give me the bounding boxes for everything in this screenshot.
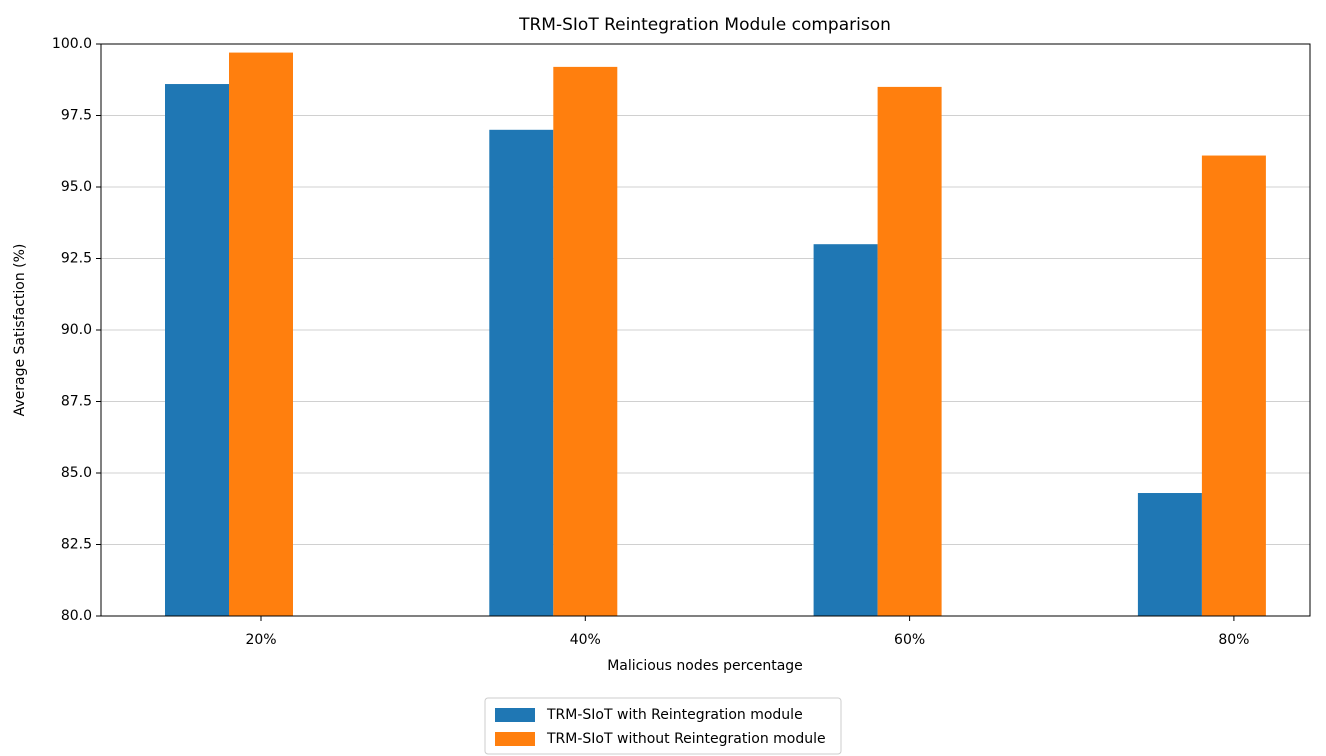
chart-title: TRM-SIoT Reintegration Module comparison (518, 15, 891, 35)
bar (813, 244, 878, 616)
y-tick-label: 82.5 (61, 537, 92, 553)
bar (877, 86, 942, 616)
legend-label: TRM-SIoT with Reintegration module (546, 707, 803, 723)
y-tick-label: 87.5 (61, 394, 92, 410)
y-tick-label: 85.0 (61, 465, 92, 481)
y-tick-label: 80.0 (61, 608, 92, 624)
y-tick-label: 100.0 (52, 36, 92, 52)
y-axis-label: Average Satisfaction (%) (12, 244, 28, 417)
x-tick-label: 80% (1218, 632, 1249, 648)
y-tick-label: 97.5 (61, 108, 92, 124)
x-tick-label: 40% (570, 632, 601, 648)
bar (1201, 155, 1266, 617)
bar (229, 52, 293, 616)
bar (1137, 493, 1202, 616)
legend-swatch (495, 708, 535, 722)
x-tick-label: 20% (245, 632, 276, 648)
legend-swatch (495, 732, 535, 746)
bar (489, 129, 554, 617)
bar (553, 66, 618, 616)
x-tick-label: 60% (894, 632, 925, 648)
plot-frame (100, 43, 1311, 617)
y-tick-label: 92.5 (61, 251, 92, 267)
bar (165, 84, 229, 617)
legend-box (484, 697, 842, 755)
y-tick-label: 90.0 (61, 322, 92, 338)
legend-label: TRM-SIoT without Reintegration module (546, 731, 826, 747)
x-axis-label: Malicious nodes percentage (607, 658, 803, 674)
y-tick-label: 95.0 (61, 179, 92, 195)
